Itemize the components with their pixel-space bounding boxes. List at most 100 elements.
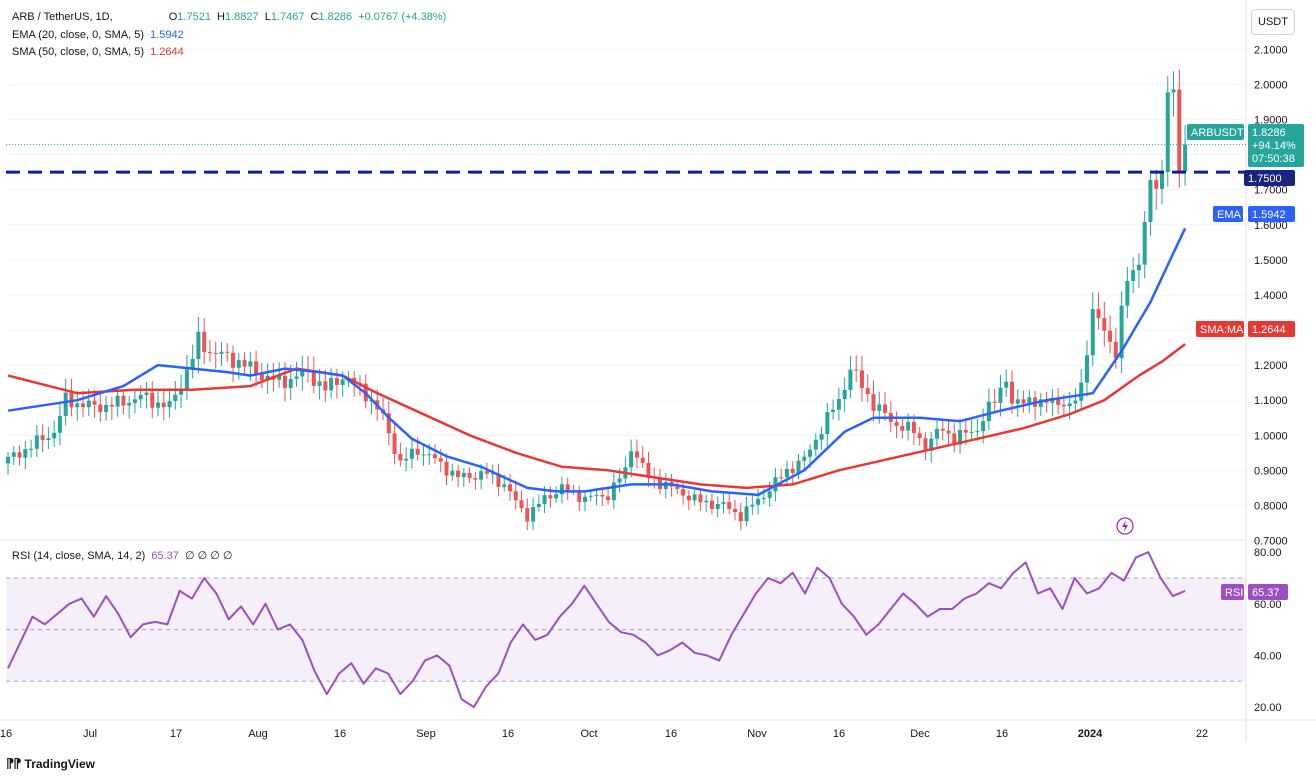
open-label: O <box>168 11 178 23</box>
sma-tag-label-bg <box>1196 321 1244 337</box>
candle-body <box>704 500 709 503</box>
time-tick-label: 16 <box>0 728 12 740</box>
brand-label: TradingView <box>24 757 96 771</box>
candle-body <box>1154 180 1159 189</box>
candle-body <box>282 375 287 388</box>
candle-body <box>531 507 536 522</box>
candle-body <box>958 429 963 445</box>
candle-body <box>202 331 207 353</box>
candle-body <box>1009 381 1014 404</box>
candle-body <box>1079 382 1084 401</box>
candle-body <box>150 392 155 408</box>
time-axis[interactable]: 16 Jul 17 Aug 16 Sep 16 Oct 16 Nov 16 Dec 16 2024 22 <box>0 728 1208 740</box>
candle-body <box>871 394 876 411</box>
candle-body <box>1177 89 1182 172</box>
candle-body <box>721 502 726 504</box>
rsi-pane <box>6 551 1246 708</box>
candle-body <box>34 435 39 449</box>
candle-body <box>594 494 599 496</box>
candle-body <box>1148 180 1153 222</box>
price-axis[interactable]: 0.70000.80000.90001.00001.10001.20001.30… <box>1254 44 1288 547</box>
candle-body <box>300 369 305 377</box>
candle-body <box>81 403 86 408</box>
candle-body <box>236 360 241 368</box>
candle-body <box>813 439 818 450</box>
ema-legend[interactable]: EMA (20, close, 0, SMA, 5) 1.5942 <box>12 28 187 43</box>
rsi-legend-extra: ∅ ∅ ∅ ∅ <box>184 550 233 562</box>
candle-body <box>583 496 587 502</box>
candle-body <box>115 395 120 407</box>
candle-body <box>461 472 466 478</box>
rsi-tag-text: 65.37 <box>1252 587 1280 599</box>
candle-body <box>444 461 449 476</box>
tradingview-logo[interactable]: ⁋⁋ TradingView <box>6 756 95 772</box>
price-tick-label: 1.9000 <box>1254 115 1288 127</box>
candle-body <box>6 456 10 464</box>
candle-body <box>109 404 114 407</box>
price-tick-label: 1.1000 <box>1254 395 1288 407</box>
symbol-label[interactable]: ARB / TetherUS, 1D, <box>12 11 113 23</box>
candle-body <box>727 502 732 509</box>
candle-body <box>196 331 201 359</box>
candle-body <box>456 470 461 478</box>
candle-body <box>242 360 247 367</box>
candle-body <box>767 491 772 499</box>
last-price-tag-text: +94.14% <box>1252 140 1296 152</box>
hline-tag-text: 1.7500 <box>1248 173 1282 185</box>
currency-button[interactable]: USDT <box>1251 9 1295 35</box>
sma-legend[interactable]: SMA (50, close, 0, SMA, 5) 1.2644 <box>12 45 187 60</box>
candle-body <box>386 413 391 434</box>
lightning-icon <box>1122 520 1128 532</box>
candle-body <box>617 478 622 483</box>
candle-body <box>998 387 1003 403</box>
rsi-tick-label: 80.00 <box>1254 547 1282 559</box>
misc-marks <box>1116 517 1134 535</box>
candle-body <box>57 415 62 433</box>
symbol-tag-bg <box>1187 124 1244 140</box>
candle-body <box>917 433 922 439</box>
candle-body <box>1108 330 1113 342</box>
candle-body <box>1015 399 1020 404</box>
candle-body <box>1027 397 1032 404</box>
candle-body <box>733 508 738 513</box>
candle-body <box>1056 397 1061 405</box>
candle-body <box>848 369 853 390</box>
candle-body <box>398 454 403 461</box>
candle-body <box>779 477 784 479</box>
candle-body <box>934 428 939 439</box>
rsi-axis[interactable]: 20.00 40.00 60.00 80.00 <box>1254 547 1282 714</box>
candles <box>6 69 1188 531</box>
candle-body <box>744 506 749 522</box>
candle-body <box>611 482 616 501</box>
candle-body <box>963 429 968 433</box>
candle-body <box>132 399 137 403</box>
ema-legend-value: 1.5942 <box>150 29 184 41</box>
candle-body <box>854 369 859 371</box>
time-tick-label: 16 <box>502 728 514 740</box>
rsi-line <box>7 551 1186 708</box>
candle-body <box>225 351 230 353</box>
rsi-legend[interactable]: RSI (14, close, SMA, 14, 2) 65.37 ∅ ∅ ∅ … <box>12 549 235 564</box>
rsi-legend-value: 65.37 <box>151 550 179 562</box>
time-tick-label: Nov <box>747 728 767 740</box>
rsi-tick-label: 60.00 <box>1254 599 1282 611</box>
hline-tag-bg <box>1244 170 1295 186</box>
candle-body <box>1067 403 1072 407</box>
ema-tag-text: 1.5942 <box>1252 209 1286 221</box>
price-tick-label: 2.0000 <box>1254 79 1288 91</box>
last-price-tag-text: 1.8286 <box>1252 127 1286 139</box>
candle-body <box>715 503 720 509</box>
ema-legend-label: EMA (20, close, 0, SMA, 5) <box>12 29 145 41</box>
candle-body <box>808 449 813 457</box>
candle-body <box>23 449 28 458</box>
candle-body <box>317 381 322 386</box>
symbol-tag-text: ARBUSDT <box>1191 127 1244 139</box>
candle-body <box>277 375 282 380</box>
candle-body <box>92 400 97 405</box>
rsi-legend-label: RSI (14, close, SMA, 14, 2) <box>12 550 146 562</box>
last-price-tag-bg <box>1248 124 1304 167</box>
candle-body <box>184 369 189 389</box>
candle-body <box>790 468 795 474</box>
price-axis-tags: ARBUSDT 1.8286+94.14%07:50:38 1.7500 EMA 1.5… <box>1187 124 1304 600</box>
